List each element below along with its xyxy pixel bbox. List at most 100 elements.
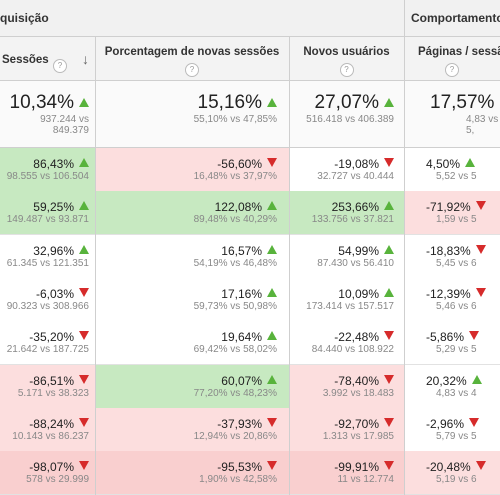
cell-value: 253,66% xyxy=(331,200,379,215)
cell-value: -37,93% xyxy=(217,416,262,431)
cell-comparison: 1,59 vs 5 xyxy=(436,214,477,226)
trend-up-icon xyxy=(79,244,89,254)
table-cell-new-users: 54,99% 87.430 vs 56.410 xyxy=(289,234,404,279)
cell-value: -2,96% xyxy=(426,416,465,431)
cell-comparison: 5,19 vs 6 xyxy=(436,474,477,486)
column-header-pages-per-session[interactable]: Páginas / sessã ? xyxy=(404,37,500,81)
table-cell-new-sessions-pct: -56,60% 16,48% vs 37,97% xyxy=(95,148,289,192)
cell-value: -56,60% xyxy=(217,157,262,171)
table-cell-sessions: -88,24% 10.143 vs 86.237 xyxy=(0,407,95,452)
trend-down-icon xyxy=(267,461,277,471)
column-header-label: Páginas / sessã xyxy=(418,46,500,58)
cell-value: 17,16% xyxy=(221,286,262,301)
table-cell-new-sessions-pct: 16,57% 54,19% vs 46,48% xyxy=(95,234,289,279)
table-cell-pages-per-session: -5,86% 5,29 vs 5 xyxy=(404,321,500,366)
total-value: 17,57% xyxy=(430,92,495,113)
total-comparison: 937.244 vs xyxy=(40,114,89,125)
trend-down-icon xyxy=(384,461,394,471)
trend-down-icon xyxy=(475,461,486,471)
trend-down-icon xyxy=(79,374,89,384)
trend-down-icon xyxy=(267,417,277,427)
cell-comparison: 4,83 vs 4 xyxy=(436,387,477,399)
trend-up-icon xyxy=(384,98,394,107)
total-cell-sessions: 10,34% 937.244 vs 849.379 xyxy=(0,81,95,148)
table-cell-new-users: -22,48% 84.440 vs 108.922 xyxy=(289,321,404,366)
cell-value: -99,91% xyxy=(334,460,379,475)
cell-comparison: 149.487 vs 93.871 xyxy=(6,214,89,226)
trend-down-icon xyxy=(475,287,486,297)
total-comparison: 55,10% vs 47,85% xyxy=(193,114,277,125)
cell-comparison: 89,48% vs 40,29% xyxy=(193,214,277,226)
cell-value: -78,40% xyxy=(334,373,379,388)
table-cell-new-sessions-pct: 122,08% 89,48% vs 40,29% xyxy=(95,191,289,236)
sort-descending-icon[interactable]: ↓ xyxy=(82,51,89,67)
table-cell-pages-per-session: -12,39% 5,46 vs 6 xyxy=(404,277,500,322)
group-label-behavior: Comportamento xyxy=(411,11,500,25)
cell-value: 59,25% xyxy=(33,200,74,215)
cell-value: -6,03% xyxy=(35,286,74,301)
trend-down-icon xyxy=(384,158,394,167)
cell-comparison: 16,48% vs 37,97% xyxy=(193,171,277,182)
table-cell-pages-per-session: 4,50% 5,52 vs 5 xyxy=(404,148,500,192)
trend-down-icon xyxy=(79,461,89,471)
trend-down-icon xyxy=(384,417,394,427)
trend-up-icon xyxy=(384,287,394,297)
cell-value: 20,32% xyxy=(426,373,467,388)
help-icon[interactable]: ? xyxy=(185,63,199,77)
table-cell-new-sessions-pct: 19,64% 69,42% vs 58,02% xyxy=(95,321,289,366)
table-cell-sessions: -35,20% 21.642 vs 187.725 xyxy=(0,321,95,366)
table-cell-new-users: -99,91% 11 vs 12.774 xyxy=(289,451,404,495)
cell-comparison: 3.992 vs 18.483 xyxy=(322,387,394,399)
total-comparison-2: 849.379 xyxy=(52,125,89,136)
trend-up-icon xyxy=(267,244,277,254)
cell-value: 122,08% xyxy=(214,200,262,215)
total-cell-pages-per-session: 17,57% 4,83 vs 5, xyxy=(404,81,500,148)
trend-up-icon xyxy=(79,158,89,167)
table-cell-sessions: 59,25% 149.487 vs 93.871 xyxy=(0,191,95,236)
column-header-sessions[interactable]: Sessões ? ↓ xyxy=(0,37,95,81)
cell-comparison: 59,73% vs 50,98% xyxy=(193,300,277,312)
trend-up-icon xyxy=(267,374,277,384)
table-cell-sessions: 32,96% 61.345 vs 121.351 xyxy=(0,234,95,279)
help-icon[interactable]: ? xyxy=(445,63,459,77)
cell-value: -19,08% xyxy=(334,157,379,171)
total-comparison: 516.418 vs 406.389 xyxy=(306,114,394,125)
trend-down-icon xyxy=(79,331,89,341)
trend-up-icon xyxy=(471,374,482,384)
cell-value: 54,99% xyxy=(338,243,379,258)
trend-down-icon xyxy=(384,331,394,341)
trend-down-icon xyxy=(475,201,486,211)
table-cell-new-users: 10,09% 173.414 vs 157.517 xyxy=(289,277,404,322)
cell-value: 16,57% xyxy=(221,243,262,258)
total-value: 15,16% xyxy=(197,92,262,113)
column-header-label: Sessões xyxy=(2,54,49,66)
column-divider xyxy=(95,37,96,495)
cell-comparison: 5,52 vs 5 xyxy=(436,171,477,182)
cell-comparison: 87.430 vs 56.410 xyxy=(317,257,394,269)
cell-comparison: 5.171 vs 38.323 xyxy=(17,387,89,399)
table-cell-pages-per-session: -18,83% 5,45 vs 6 xyxy=(404,234,500,279)
help-icon[interactable]: ? xyxy=(53,59,67,73)
group-label-acquisition: quisição xyxy=(0,11,49,25)
column-header-new-users[interactable]: Novos usuários ? xyxy=(289,37,404,81)
total-value: 27,07% xyxy=(314,92,379,113)
table-cell-sessions: -86,51% 5.171 vs 38.323 xyxy=(0,364,95,409)
cell-value: 4,50% xyxy=(426,157,461,171)
column-header-new-sessions-pct[interactable]: Porcentagem de novas sessões ? xyxy=(95,37,289,81)
trend-up-icon xyxy=(465,158,476,167)
cell-value: 19,64% xyxy=(221,330,262,345)
cell-value: -95,53% xyxy=(217,460,262,475)
trend-up-icon xyxy=(267,98,277,107)
cell-comparison: 5,46 vs 6 xyxy=(436,300,477,312)
cell-comparison: 69,42% vs 58,02% xyxy=(193,344,277,356)
cell-comparison: 54,19% vs 46,48% xyxy=(193,257,277,269)
total-comparison: 4,83 vs 5, xyxy=(466,114,499,136)
help-icon[interactable]: ? xyxy=(339,63,354,77)
table-cell-new-users: -78,40% 3.992 vs 18.483 xyxy=(289,364,404,409)
trend-up-icon xyxy=(267,287,277,297)
cell-value: -86,51% xyxy=(29,373,74,388)
cell-value: -5,86% xyxy=(426,330,465,345)
cell-value: 32,96% xyxy=(33,243,74,258)
cell-comparison: 21.642 vs 187.725 xyxy=(6,344,89,356)
